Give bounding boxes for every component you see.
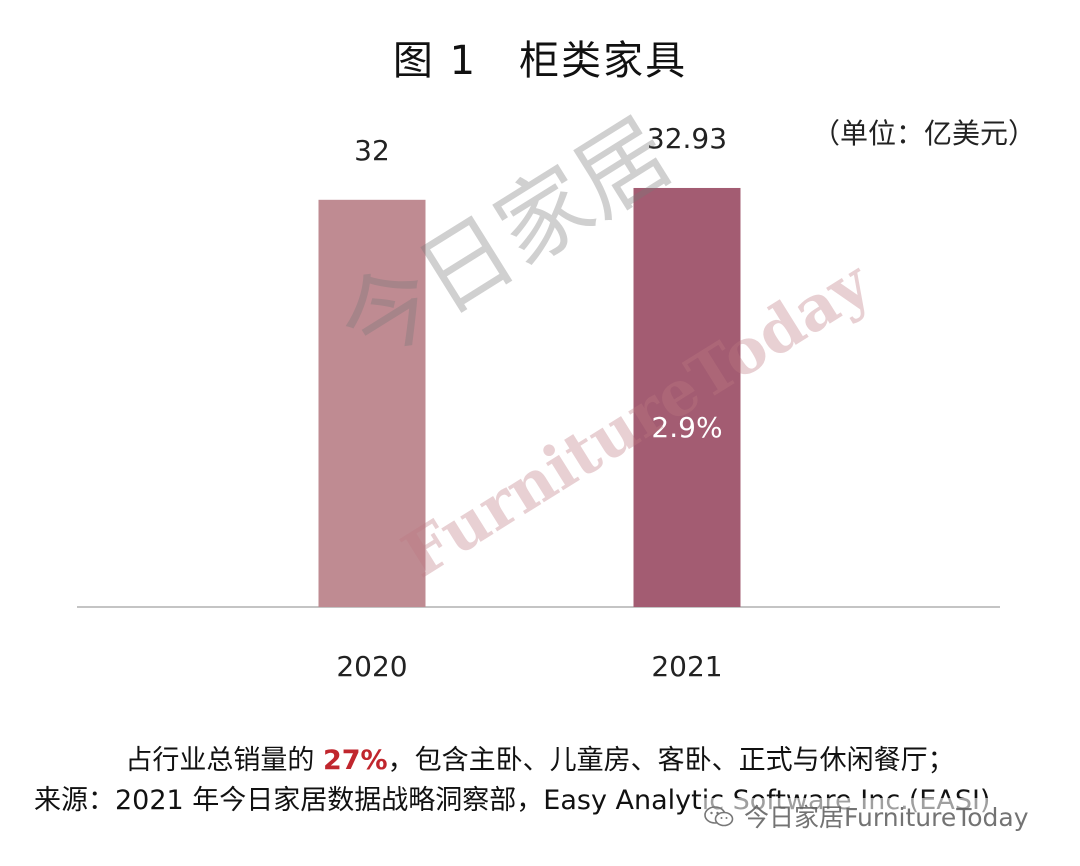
x-tick-label-2021: 2021 — [651, 650, 722, 683]
footer-note-pre: 占行业总销量的 — [125, 745, 323, 776]
data-label-2020: 32 — [354, 134, 390, 167]
account-badge: 今日家居FurnitureToday — [704, 798, 1029, 834]
growth-annotation: 2.9% — [651, 411, 722, 444]
chart-title: 图 1 柜类家具 — [392, 38, 688, 84]
x-tick-label-2020: 2020 — [336, 650, 407, 683]
bar-2021 — [633, 187, 741, 607]
unit-label: （单位：亿美元） — [811, 117, 1036, 150]
data-label-2021: 32.93 — [647, 122, 727, 155]
footer-note-highlight: 27% — [322, 745, 388, 776]
bar-2020 — [318, 199, 426, 608]
wechat-icon — [704, 805, 734, 827]
account-name: 今日家居FurnitureToday — [744, 803, 1029, 832]
footer-note-post: ，包含主卧、儿童房、客卧、正式与休闲餐厅； — [387, 745, 955, 776]
bar-chart: 32 2020 32.93 2021 2.9% — [77, 122, 1000, 683]
footer-note: 占行业总销量的 27%，包含主卧、儿童房、客卧、正式与休闲餐厅； — [0, 738, 1080, 777]
